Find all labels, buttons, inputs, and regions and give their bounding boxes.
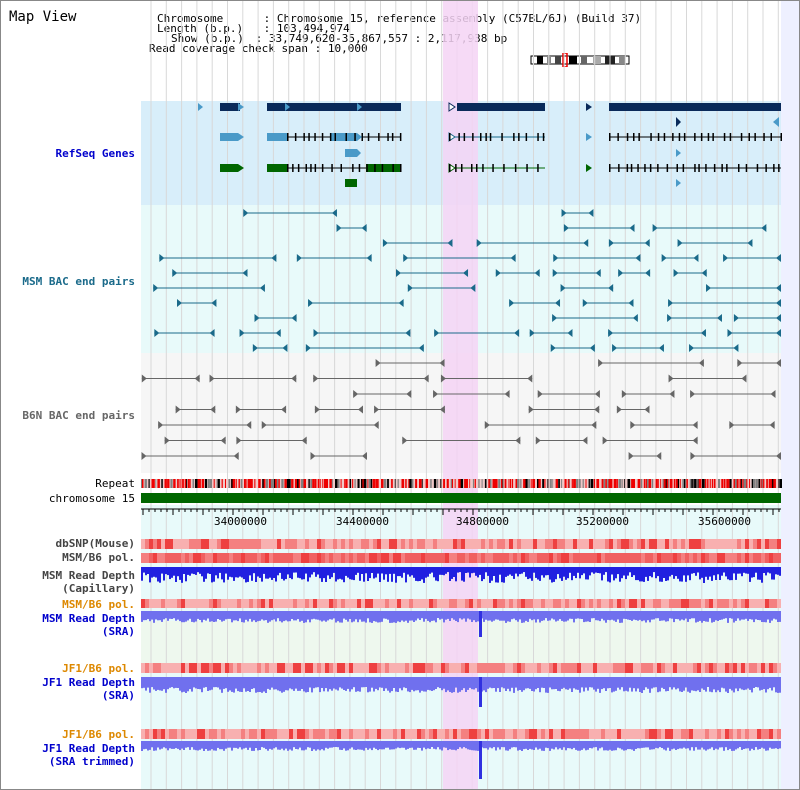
track-label-msm-b6-pol[interactable]: MSM/B6 pol. bbox=[62, 551, 135, 564]
polymorphism-heat-tracks bbox=[141, 539, 781, 739]
b6n-bac-end-pairs[interactable] bbox=[141, 359, 782, 460]
msm-bac-end-pairs[interactable] bbox=[153, 209, 781, 352]
track-label-dbsnp[interactable]: dbSNP(Mouse) bbox=[55, 537, 135, 550]
axis-tick-label: 35200000 bbox=[576, 515, 629, 528]
track-label-jf1-b6-pol-2[interactable]: JF1/B6 pol. bbox=[62, 728, 135, 741]
track-label-refseq[interactable]: RefSeq Genes bbox=[55, 147, 135, 160]
read-depth-tracks bbox=[141, 567, 781, 779]
track-label-jf1-depth-sra[interactable]: JF1 Read Depth bbox=[42, 676, 135, 689]
track-label-msm-depth-cap-sub: (Capillary) bbox=[62, 582, 135, 595]
position-axis bbox=[141, 508, 781, 515]
right-margin bbox=[781, 1, 799, 789]
chromosome-bar bbox=[141, 493, 781, 503]
coverage-value: 10,000 bbox=[327, 42, 368, 55]
gene-row-1[interactable] bbox=[198, 102, 781, 112]
axis-tick-label: 34000000 bbox=[214, 515, 267, 528]
track-label-jf1-depth-sra-sub: (SRA) bbox=[101, 689, 135, 702]
track-label-b6n-bac[interactable]: B6N BAC end pairs bbox=[22, 409, 135, 422]
refseq-genes[interactable] bbox=[198, 102, 782, 187]
gene-row-2[interactable] bbox=[220, 132, 781, 142]
chromosome-label: Chromosome bbox=[157, 12, 224, 25]
repeat-track bbox=[141, 479, 782, 488]
track-label-repeat: Repeat bbox=[95, 477, 135, 490]
axis-tick-label: 34800000 bbox=[456, 515, 509, 528]
map-view-title: Map View bbox=[9, 9, 77, 25]
axis-tick-label: 34400000 bbox=[336, 515, 389, 528]
gene-exon-ticks bbox=[287, 133, 782, 172]
header-length: Length (b.p.) : 103,494,974 bbox=[149, 23, 350, 34]
length-value: 103,494,974 bbox=[276, 22, 350, 35]
length-label: Length (b.p.) bbox=[157, 22, 244, 35]
track-label-msm-depth-sra[interactable]: MSM Read Depth bbox=[42, 612, 135, 625]
track-label-msm-depth-sra-sub: (SRA) bbox=[101, 625, 135, 638]
track-label-msm-b6-pol-2[interactable]: MSM/B6 pol. bbox=[62, 598, 135, 611]
grid-lines bbox=[150, 1, 779, 789]
track-label-chromosome: chromosome 15 bbox=[48, 492, 135, 505]
track-label-jf1-b6-pol[interactable]: JF1/B6 pol. bbox=[62, 662, 135, 675]
track-label-jf1-depth-trim-sub: (SRA trimmed) bbox=[48, 755, 135, 768]
track-label-msm-bac[interactable]: MSM BAC end pairs bbox=[22, 275, 135, 288]
show-label: Show (b.p.) bbox=[171, 32, 244, 45]
axis-tick-label: 35600000 bbox=[698, 515, 751, 528]
track-label-msm-depth-cap[interactable]: MSM Read Depth bbox=[42, 569, 135, 582]
track-label-jf1-depth-trim[interactable]: JF1 Read Depth bbox=[42, 742, 135, 755]
